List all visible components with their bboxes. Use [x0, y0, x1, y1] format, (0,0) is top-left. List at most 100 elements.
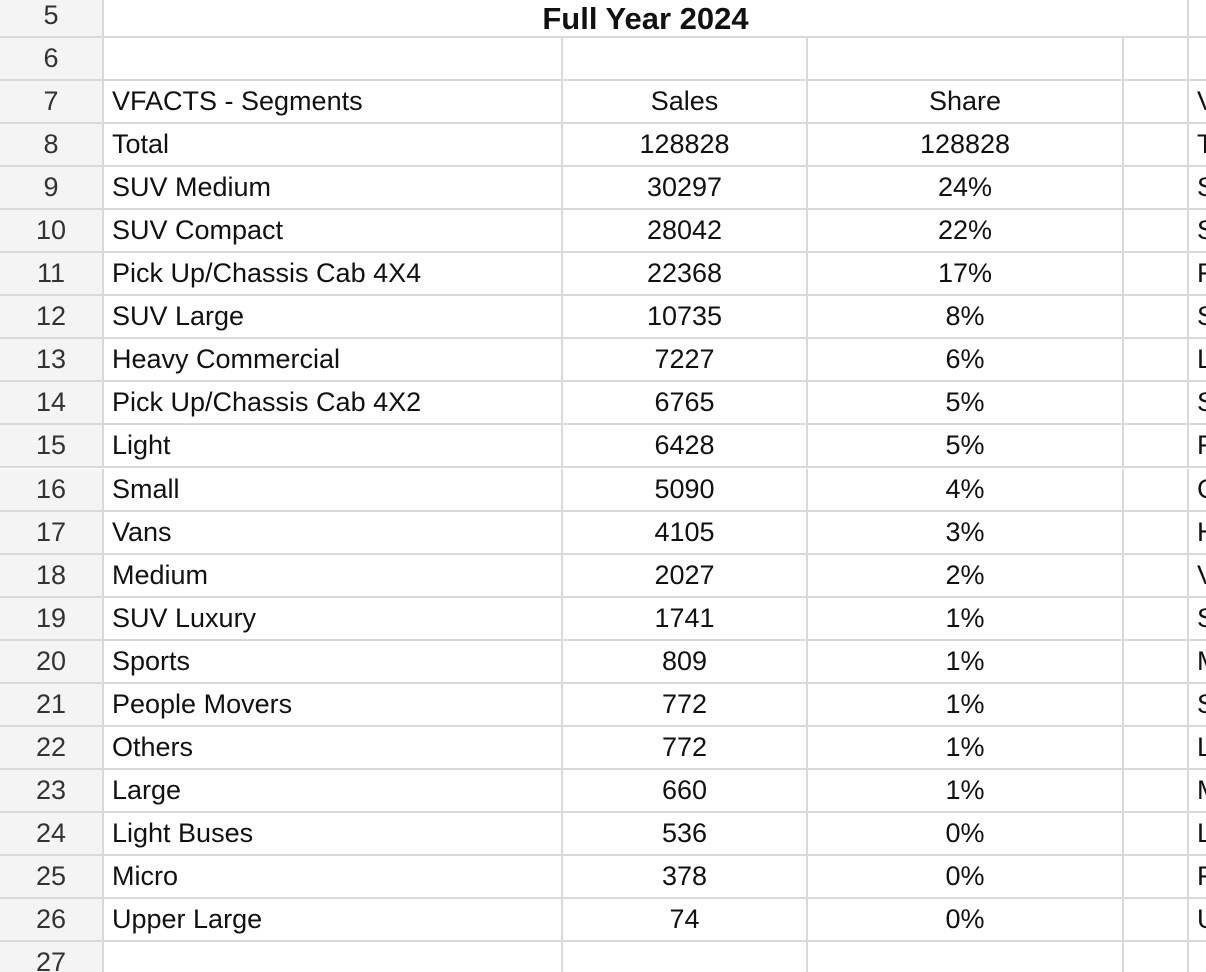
cell[interactable]	[1124, 167, 1189, 211]
row-header[interactable]: 19	[0, 597, 104, 641]
row-header[interactable]: 13	[0, 339, 104, 383]
cell[interactable]: 809	[563, 640, 808, 684]
cell[interactable]: 17%	[808, 253, 1124, 297]
cell[interactable]	[563, 942, 808, 972]
cell[interactable]	[1124, 382, 1189, 426]
cell[interactable]	[1124, 468, 1189, 512]
row-header[interactable]: 14	[0, 382, 104, 426]
cell[interactable]: 772	[563, 683, 808, 727]
cell[interactable]	[1189, 942, 1206, 972]
cell[interactable]	[1124, 640, 1189, 684]
cell[interactable]: C	[1189, 469, 1206, 512]
cell[interactable]: F	[1189, 253, 1206, 297]
row-header[interactable]: 15	[0, 425, 104, 469]
cell[interactable]	[1189, 38, 1206, 82]
cell[interactable]: 30297	[563, 167, 808, 211]
cell[interactable]: Light Buses	[104, 812, 563, 856]
cell[interactable]: T	[1189, 124, 1206, 168]
cell[interactable]: L	[1189, 813, 1206, 856]
row-header[interactable]: 10	[0, 210, 104, 254]
cell[interactable]	[1124, 769, 1189, 813]
cell[interactable]	[1124, 899, 1189, 943]
cell[interactable]	[1124, 812, 1189, 856]
cell[interactable]	[808, 38, 1124, 82]
cell[interactable]: Small	[104, 468, 563, 512]
cell[interactable]: 74	[563, 899, 808, 943]
row-header[interactable]: 5	[0, 0, 104, 38]
row-header[interactable]: 24	[0, 812, 104, 856]
row-header[interactable]: 26	[0, 899, 104, 943]
cell[interactable]: Heavy Commercial	[104, 339, 563, 383]
cell[interactable]: 10735	[563, 296, 808, 340]
cell[interactable]: Pick Up/Chassis Cab 4X4	[104, 253, 563, 297]
cell[interactable]: People Movers	[104, 683, 563, 727]
cell[interactable]: F	[1189, 425, 1206, 469]
cell[interactable]	[1189, 0, 1206, 38]
cell[interactable]: 6765	[563, 382, 808, 426]
cell[interactable]: Sports	[104, 640, 563, 684]
cell[interactable]: S	[1189, 382, 1206, 426]
cell[interactable]: 128828	[808, 124, 1124, 168]
cell[interactable]: 660	[563, 769, 808, 813]
cell[interactable]: 22%	[808, 210, 1124, 254]
cell[interactable]	[1124, 855, 1189, 899]
cell[interactable]: 5%	[808, 382, 1124, 426]
cell[interactable]	[1124, 942, 1189, 972]
cell[interactable]: H	[1189, 512, 1206, 555]
cell[interactable]	[104, 38, 563, 82]
cell[interactable]: 0%	[808, 899, 1124, 943]
cell[interactable]: Upper Large	[104, 899, 563, 943]
cell[interactable]: Pick Up/Chassis Cab 4X2	[104, 382, 563, 426]
cell[interactable]: 24%	[808, 167, 1124, 211]
cell[interactable]: 5090	[563, 468, 808, 512]
cell[interactable]: Share	[808, 81, 1124, 125]
row-header[interactable]: 27	[0, 942, 104, 972]
cell[interactable]	[1124, 726, 1189, 770]
cell[interactable]: M	[1189, 641, 1206, 684]
row-header[interactable]: 9	[0, 167, 104, 211]
cell[interactable]: S	[1189, 210, 1206, 254]
cell[interactable]: Light	[104, 425, 563, 469]
cell[interactable]: 28042	[563, 210, 808, 254]
cell[interactable]: 536	[563, 812, 808, 856]
cell[interactable]: SUV Compact	[104, 210, 563, 254]
row-header[interactable]: 12	[0, 296, 104, 340]
cell[interactable]: 0%	[808, 812, 1124, 856]
cell[interactable]: S	[1189, 684, 1206, 727]
cell[interactable]: F	[1189, 856, 1206, 899]
cell[interactable]: SUV Luxury	[104, 597, 563, 641]
cell[interactable]: 3%	[808, 511, 1124, 555]
cell[interactable]: L	[1189, 339, 1206, 383]
cell[interactable]: 8%	[808, 296, 1124, 340]
row-header[interactable]: 21	[0, 683, 104, 727]
cell[interactable]: 0%	[808, 855, 1124, 899]
row-header[interactable]: 22	[0, 726, 104, 770]
title-cell[interactable]: Full Year 2024	[104, 0, 1189, 38]
cell[interactable]: 1%	[808, 683, 1124, 727]
cell[interactable]: 5%	[808, 425, 1124, 469]
cell[interactable]	[1124, 511, 1189, 555]
cell[interactable]: U	[1189, 899, 1206, 943]
cell[interactable]: 6428	[563, 425, 808, 469]
row-header[interactable]: 8	[0, 124, 104, 168]
cell[interactable]: 1%	[808, 726, 1124, 770]
cell[interactable]: 6%	[808, 339, 1124, 383]
cell[interactable]: Vans	[104, 511, 563, 555]
cell[interactable]: 1%	[808, 640, 1124, 684]
row-header[interactable]: 18	[0, 554, 104, 598]
row-header[interactable]: 16	[0, 468, 104, 512]
cell[interactable]: Medium	[104, 554, 563, 598]
cell[interactable]	[1124, 253, 1189, 297]
row-header[interactable]: 25	[0, 855, 104, 899]
cell[interactable]: V	[1189, 81, 1206, 125]
cell[interactable]	[1124, 339, 1189, 383]
cell[interactable]: SUV Medium	[104, 167, 563, 211]
row-header[interactable]: 7	[0, 81, 104, 125]
row-header[interactable]: 23	[0, 769, 104, 813]
cell[interactable]: 4%	[808, 468, 1124, 512]
cell[interactable]: S	[1189, 598, 1206, 641]
cell[interactable]: 4105	[563, 511, 808, 555]
cell[interactable]: 378	[563, 855, 808, 899]
row-header[interactable]: 20	[0, 640, 104, 684]
cell[interactable]: L	[1189, 727, 1206, 770]
